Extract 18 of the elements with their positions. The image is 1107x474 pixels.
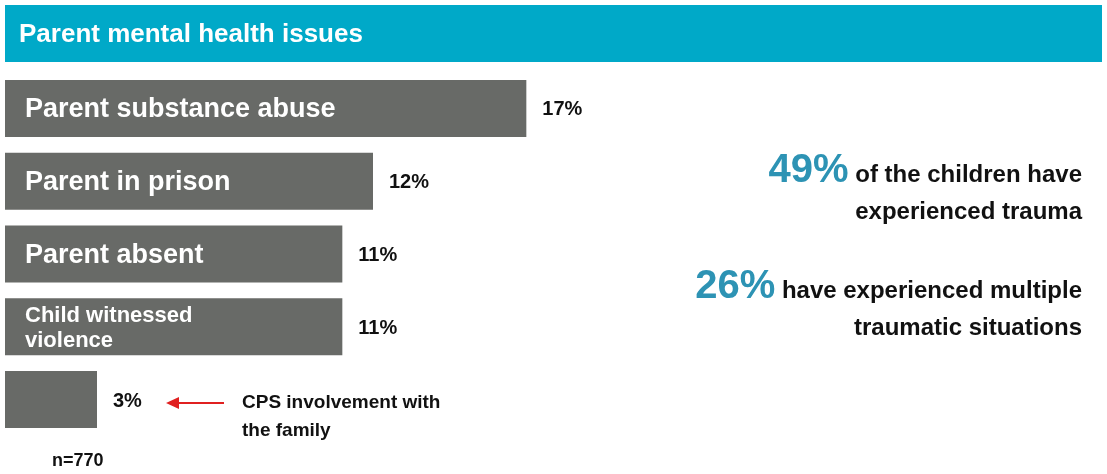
chart-title: Parent mental health issues bbox=[5, 5, 1102, 62]
annotation: CPS involvement with the family bbox=[242, 390, 442, 442]
text: n=770 bbox=[52, 450, 104, 471]
y-tick-label: Parent substance abuse bbox=[25, 93, 336, 124]
y-tick-label: Child witnessed violence bbox=[25, 301, 193, 352]
y-tick-label: Parent in prison bbox=[25, 166, 231, 197]
bar bbox=[5, 79, 527, 137]
y-tick-label: Parent absent bbox=[25, 239, 204, 269]
data-label: 3% bbox=[113, 388, 143, 411]
text: 49% of the children have experienced trauma bbox=[767, 146, 1082, 226]
bar bbox=[5, 225, 343, 283]
data-label: 11% bbox=[358, 315, 398, 338]
data-label: 17% bbox=[542, 97, 583, 120]
text: 26% have experienced multiple traumatic situations bbox=[694, 262, 1082, 342]
bar bbox=[5, 371, 97, 429]
data-label: 11% bbox=[358, 243, 398, 265]
bar bbox=[5, 152, 373, 210]
data-label: 12% bbox=[389, 170, 430, 193]
